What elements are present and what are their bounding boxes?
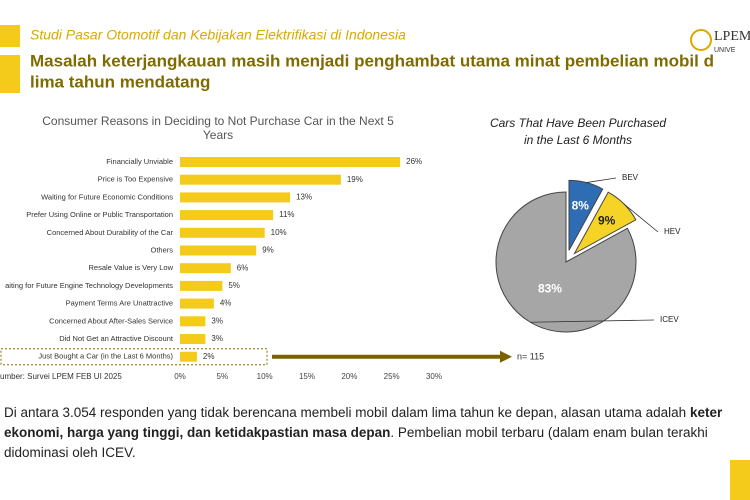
logo-sub: UNIVE [714, 47, 736, 54]
text-segment: . Pembelian mobil terbaru (dalam enam bu… [390, 425, 708, 440]
slice-value-label: 83% [538, 281, 562, 295]
value-label: 2% [203, 352, 215, 361]
highlight-box [0, 348, 268, 366]
leader-line [623, 203, 659, 233]
x-tick-label: 0% [174, 372, 186, 381]
bar [180, 334, 206, 344]
category-label: ICEV [660, 315, 679, 324]
subtitle: Studi Pasar Otomotif dan Kebijakan Elekt… [30, 27, 406, 43]
pie-title: Cars That Have Been Purchased in the Last… [490, 116, 666, 147]
annotation: n= 115 [517, 351, 544, 361]
x-tick-label: 30% [426, 372, 442, 381]
category-label: Resale Value is Very Low [89, 263, 174, 272]
body-line: Di antara 3.054 responden yang tidak ber… [4, 405, 722, 420]
category-label: Price is Too Expensive [98, 175, 173, 184]
bar [180, 192, 291, 203]
accent-bar [730, 460, 750, 500]
bar-title: Consumer Reasons in Deciding to Not Purc… [42, 114, 394, 142]
arrow-head [500, 350, 512, 363]
bar [180, 227, 265, 238]
x-tick-label: 10% [257, 372, 273, 381]
accent-bar [0, 55, 20, 93]
slice-value-label: 8% [572, 198, 590, 212]
value-label: 10% [271, 228, 287, 237]
slice-value-label: 9% [598, 214, 616, 228]
value-label: 11% [279, 210, 294, 219]
category-label: BEV [622, 173, 639, 182]
bar [180, 263, 231, 274]
bar [180, 298, 214, 309]
text-segment: didominasi oleh ICEV. [4, 445, 136, 460]
logo-icon [690, 29, 712, 51]
x-tick-label: 15% [299, 372, 315, 381]
category-label: Did Not Get an Attractive Discount [59, 334, 174, 343]
text-segment: keter [689, 405, 723, 420]
pie-slice [568, 179, 604, 251]
category-label: Concerned About After-Sales Service [49, 316, 173, 325]
value-label: 13% [296, 193, 312, 202]
category-label: Financially Unviable [106, 157, 173, 166]
text-segment: ekonomi, harga yang tinggi, dan ketidakp… [4, 425, 391, 440]
source: umber: Survei LPEM FEB UI 2025 [0, 372, 122, 381]
value-label: 19% [347, 175, 363, 184]
value-label: 3% [211, 316, 223, 325]
x-tick-label: 25% [384, 372, 400, 381]
title: Masalah keterjangkauan masih menjadi pen… [30, 51, 714, 70]
x-tick-label: 5% [217, 372, 229, 381]
value-label: 3% [211, 334, 223, 343]
bar [180, 210, 274, 221]
accent-bar [0, 25, 20, 47]
category-label: Concerned About Durability of the Car [47, 228, 174, 237]
bar [180, 174, 341, 185]
category-label: HEV [664, 227, 681, 236]
leader-line [530, 319, 655, 323]
title: lima tahun mendatang [30, 72, 210, 91]
category-label: Payment Terms Are Unattractive [66, 299, 173, 308]
x-tick-label: 20% [341, 372, 357, 381]
category-label: Others [150, 245, 173, 254]
value-label: 6% [237, 263, 249, 272]
value-label: 26% [406, 157, 422, 166]
category-label: Waiting for Future Economic Conditions [41, 192, 173, 201]
value-label: 9% [262, 246, 274, 255]
bar [180, 245, 257, 256]
leader-line [586, 177, 617, 183]
bar [180, 157, 401, 167]
logo: LPEM [714, 29, 750, 44]
category-label: Just Bought a Car (in the Last 6 Months) [38, 352, 173, 361]
value-label: 4% [220, 299, 232, 308]
bar [180, 351, 197, 362]
value-label: 5% [228, 281, 240, 290]
category-label: Prefer Using Online or Public Transporta… [26, 210, 173, 219]
text-segment: Di antara 3.054 responden yang tidak ber… [4, 405, 690, 420]
category-label: aiting for Future Engine Technology Deve… [5, 281, 173, 290]
body-line: didominasi oleh ICEV. [4, 445, 136, 460]
body-line: ekonomi, harga yang tinggi, dan ketidakp… [4, 425, 708, 440]
bar [180, 280, 223, 291]
bar [180, 316, 206, 327]
